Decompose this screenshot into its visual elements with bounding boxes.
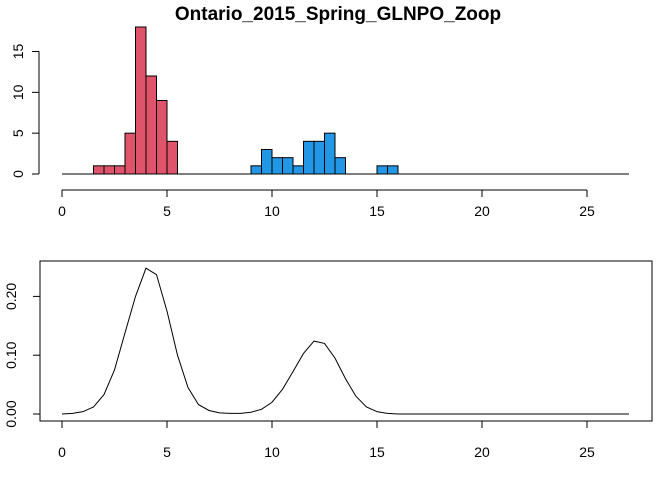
- hist-x-tick-label: 10: [264, 203, 280, 219]
- hist-y-tick-label: 15: [10, 44, 26, 60]
- hist-bar-s1-b0: [250, 165, 262, 175]
- hist-bar-s1-b7: [324, 132, 336, 175]
- hist-bar-s1-b1: [261, 149, 273, 175]
- dens-x-tick-label: 20: [474, 444, 490, 460]
- histogram-bars: [93, 26, 399, 175]
- dens-y-tick-label: 0.20: [3, 283, 19, 310]
- hist-y-tick-label: 0: [10, 170, 26, 178]
- dens-x-tick-label: 15: [369, 444, 385, 460]
- hist-bar-s1-b2: [271, 157, 283, 175]
- dens-x-tick-label: 5: [163, 444, 171, 460]
- dens-x-tick-label: 25: [579, 444, 595, 460]
- histogram-title: Ontario_2015_Spring_GLNPO_Zoop: [175, 4, 501, 25]
- hist-x-tick-label: 0: [58, 203, 66, 219]
- hist-x-tick-label: 20: [474, 203, 490, 219]
- dens-x-tick-label: 10: [264, 444, 280, 460]
- hist-bar-s1-b10: [387, 165, 399, 175]
- hist-x-tick-label: 25: [579, 203, 595, 219]
- hist-bar-s1-b5: [303, 140, 315, 175]
- density-panel: 0 5 10 15 20 25 0.00 0.10 0.20: [3, 260, 653, 460]
- hist-y-tick-label: 5: [10, 129, 26, 137]
- hist-bar-s1-b3: [282, 157, 294, 175]
- density-x-axis: 0 5 10 15 20 25: [58, 420, 595, 460]
- hist-x-tick-label: 5: [163, 203, 171, 219]
- density-line: [61, 267, 629, 415]
- hist-bar-s1-b6: [313, 140, 325, 175]
- hist-bar-s1-b9: [376, 165, 388, 175]
- histogram-panel: Ontario_2015_Spring_GLNPO_Zoop 0 5 10 15 20 2…: [10, 4, 629, 219]
- hist-bar-s0-b3: [124, 132, 136, 175]
- hist-bar-s1-b8: [334, 157, 346, 175]
- histogram-x-axis: 0 5 10 15 20 25: [58, 189, 595, 219]
- dens-y-tick-label: 0.10: [3, 341, 19, 368]
- hist-bar-s0-b2: [114, 165, 126, 175]
- hist-bar-s1-b4: [292, 165, 304, 175]
- hist-bar-s0-b1: [103, 165, 115, 175]
- dens-y-tick-label: 0.00: [3, 400, 19, 427]
- dens-x-tick-label: 0: [58, 444, 66, 460]
- hist-bar-s0-b5: [145, 75, 157, 175]
- density-y-axis: 0.00 0.10 0.20: [3, 283, 40, 428]
- hist-bar-s0-b6: [156, 100, 168, 175]
- hist-y-tick-label: 10: [10, 84, 26, 100]
- hist-bar-s0-b7: [166, 140, 178, 175]
- hist-bar-s0-b4: [135, 26, 147, 175]
- histogram-y-axis: 0 5 10 15: [10, 44, 40, 178]
- hist-bar-s0-b0: [93, 165, 105, 175]
- hist-x-tick-label: 15: [369, 203, 385, 219]
